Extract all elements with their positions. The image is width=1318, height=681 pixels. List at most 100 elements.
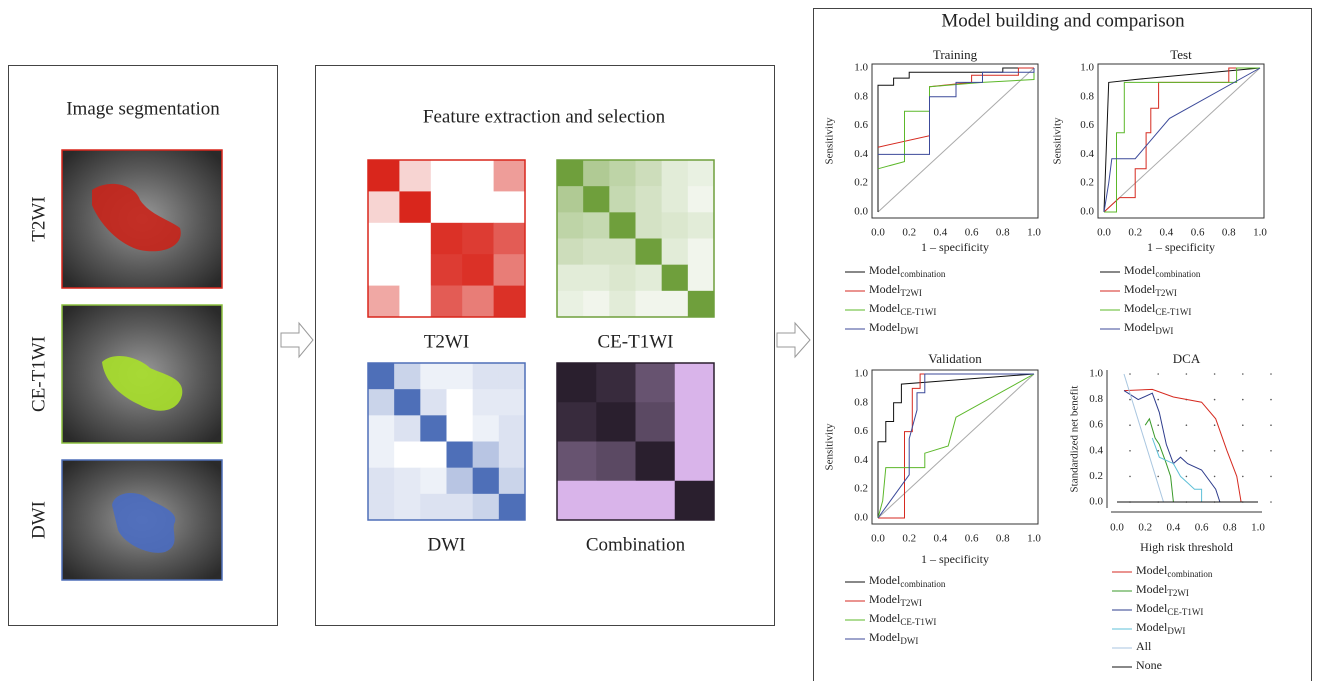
legend-entry: Modelcombination (869, 573, 946, 589)
x-tick-label: 0.0 (871, 533, 885, 545)
panel-title: Validation (928, 351, 982, 366)
y-tick-label: 0.4 (854, 148, 868, 160)
heatmap-cell (583, 265, 609, 291)
legend-entry: Modelcombination (869, 263, 946, 279)
heatmap-cell (636, 402, 676, 442)
grid-dot (1129, 424, 1131, 426)
legend-entry: ModelDWI (869, 630, 918, 646)
heatmap-cell (399, 160, 431, 192)
x-tick-label: 0.6 (965, 533, 979, 545)
heatmap-cell (368, 415, 394, 441)
figure: Image segmentation Feature extraction an… (0, 0, 1318, 681)
heatmap-cell (688, 212, 714, 238)
heatmap-cell (636, 291, 662, 317)
y-tick-label: 0.0 (1080, 206, 1094, 218)
legend-name: Model (869, 320, 901, 334)
grid-dot (1129, 450, 1131, 452)
grid-dot (1270, 450, 1272, 452)
heatmap-cell (447, 442, 473, 468)
heatmap-cell (688, 186, 714, 212)
legend-name: Model (1124, 320, 1156, 334)
x-tick-label: 0.6 (1191, 227, 1205, 239)
grid-dot (1214, 476, 1216, 478)
heatmap-cell (636, 239, 662, 265)
features-box (316, 66, 775, 626)
heatmap-cell (431, 254, 463, 286)
heatmap-cell (675, 481, 715, 521)
heatmap-cell (499, 389, 525, 415)
grid-dot (1129, 373, 1131, 375)
grid-dot (1214, 399, 1216, 401)
heatmap-cell (368, 363, 394, 389)
y-tick-label: 0.0 (854, 206, 868, 218)
legend-entry: ModelCE-T1WI (1124, 301, 1191, 317)
heatmap-cell (609, 186, 635, 212)
segmentation-title: Image segmentation (66, 98, 220, 119)
heatmap-label: T2WI (424, 331, 469, 352)
heatmap-cell (583, 239, 609, 265)
legend-subscript: DWI (900, 636, 918, 646)
y-tick-label: 0.2 (1080, 177, 1094, 189)
heatmap-cell (596, 481, 636, 521)
heatmap-cell (447, 363, 473, 389)
heatmap-cell (557, 442, 597, 482)
legend-entry: ModelCE-T1WI (1136, 601, 1203, 617)
sequence-label: T2WI (28, 196, 49, 241)
heatmap-cell (609, 212, 635, 238)
heatmap-cell (462, 254, 494, 286)
heatmap-cell (583, 186, 609, 212)
legend-subscript: combination (1167, 569, 1212, 579)
grid-dot (1214, 424, 1216, 426)
heatmap-cell (368, 160, 400, 192)
x-tick-label: 0.2 (902, 227, 916, 239)
x-tick-label: 0.8 (996, 533, 1010, 545)
heatmap-cell (399, 254, 431, 286)
heatmap-cell (675, 363, 715, 403)
y-axis-label: Sensitivity (824, 423, 836, 471)
legend-name: Model (1136, 582, 1168, 596)
grid-dot (1242, 399, 1244, 401)
y-axis-label: Sensitivity (1052, 117, 1064, 165)
heatmap-cell (499, 442, 525, 468)
heatmap-cell (675, 402, 715, 442)
y-tick-label: 0.8 (1089, 393, 1103, 405)
heatmap-cell (494, 286, 526, 318)
heatmap-cell (447, 389, 473, 415)
heatmap-cell (368, 442, 394, 468)
grid-dot (1157, 399, 1159, 401)
y-tick-label: 0.8 (854, 396, 868, 408)
heatmap-cell (462, 191, 494, 223)
heatmap-cell (431, 191, 463, 223)
heatmap-cell (557, 160, 583, 186)
y-tick-label: 0.6 (854, 119, 868, 131)
legend-entry: Modelcombination (1136, 563, 1213, 579)
grid-dot (1186, 476, 1188, 478)
heatmap-cell (394, 363, 420, 389)
arrow (281, 323, 313, 357)
legend-subscript: T2WI (1155, 288, 1177, 298)
y-tick-label: 1.0 (1089, 368, 1103, 380)
y-tick-label: 1.0 (854, 368, 868, 380)
heatmap-cell (368, 286, 400, 318)
heatmap-cell (583, 160, 609, 186)
x-tick-label: 0.2 (1138, 522, 1152, 534)
heatmap-cell (688, 160, 714, 186)
heatmap-cell (447, 415, 473, 441)
grid-dot (1270, 373, 1272, 375)
heatmap-cell (368, 223, 400, 255)
legend-subscript: combination (900, 579, 945, 589)
models-title: Model building and comparison (941, 10, 1185, 31)
heatmap-cell (583, 291, 609, 317)
curve (878, 68, 1034, 147)
legend-entry: ModelT2WI (869, 282, 922, 298)
y-tick-label: 0.2 (854, 177, 868, 189)
heatmap-cell (494, 223, 526, 255)
heatmap-cell (473, 389, 499, 415)
x-tick-label: 1.0 (1253, 227, 1267, 239)
heatmap-cell (447, 468, 473, 494)
grid-dot (1129, 399, 1131, 401)
sequence-label: CE-T1WI (28, 336, 49, 412)
legend-entry: ModelT2WI (1136, 582, 1189, 598)
heatmap-cell (688, 265, 714, 291)
heatmap-cell (420, 389, 446, 415)
